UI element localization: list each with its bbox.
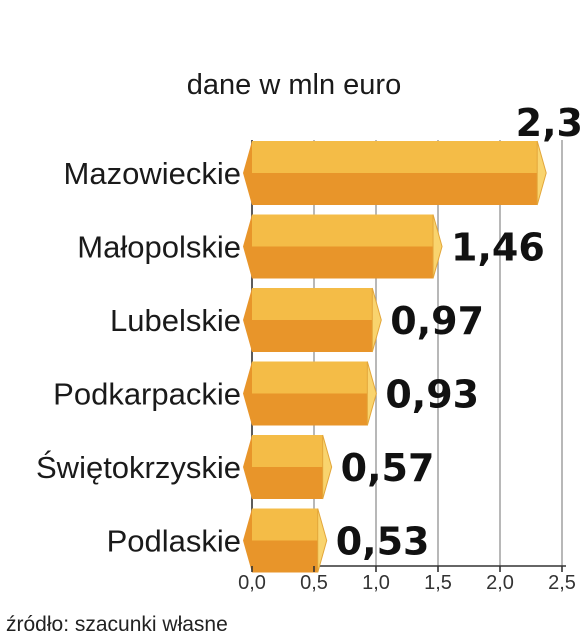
category-label: Małopolskie <box>77 230 241 265</box>
bar-end-cap <box>366 361 377 426</box>
category-label: Świętokrzyskie <box>36 449 241 485</box>
bar-end-cap <box>371 287 382 353</box>
bar-lower-face <box>252 467 323 499</box>
bar <box>243 361 377 426</box>
tick-label: 0,5 <box>300 572 328 594</box>
bar-upper-face <box>252 288 373 320</box>
bar <box>243 508 328 573</box>
bar-end-cap <box>432 214 443 279</box>
bar-lower-face <box>252 540 318 573</box>
bar-upper-face <box>252 361 368 394</box>
bar <box>243 214 443 279</box>
value-label: 1,46 <box>451 226 545 270</box>
bar-upper-face <box>252 435 323 467</box>
value-label: 2,3 <box>516 101 583 145</box>
bar <box>243 434 333 500</box>
bar-lower-face <box>252 393 368 426</box>
bars <box>243 140 547 573</box>
tick-label: 1,0 <box>362 572 390 594</box>
value-label: 0,57 <box>341 446 435 490</box>
bar-lower-face <box>252 320 373 352</box>
bar <box>243 287 382 353</box>
tick-label: 2,5 <box>548 572 576 594</box>
bar-left-bevel <box>243 508 252 573</box>
bar-end-cap <box>322 434 333 500</box>
tick-label: 2,0 <box>486 572 514 594</box>
bar-upper-face <box>252 214 434 247</box>
value-label: 0,97 <box>390 299 484 343</box>
bar-lower-face <box>252 173 538 205</box>
bar-left-bevel <box>243 361 252 426</box>
tick-label: 1,5 <box>424 572 452 594</box>
unit-label: dane w mln euro <box>187 69 401 101</box>
category-labels: Mazowieckie Małopolskie Lubelskie Podkarpac… <box>36 156 241 559</box>
value-label: 0,93 <box>385 373 479 417</box>
category-label: Lubelskie <box>110 303 241 338</box>
value-label: 0,53 <box>336 520 430 564</box>
bar-upper-face <box>252 508 318 541</box>
bar-end-cap <box>536 140 547 206</box>
x-axis: 0,0 0,5 1,0 1,5 2,0 2,5 <box>238 566 576 594</box>
tick-label: 0,0 <box>238 572 266 594</box>
bar-left-bevel <box>243 435 252 499</box>
bar-left-bevel <box>243 214 252 279</box>
bar-end-cap <box>317 508 328 573</box>
bar-lower-face <box>252 246 434 279</box>
bar-left-bevel <box>243 141 252 205</box>
bar-left-bevel <box>243 288 252 352</box>
bar-upper-face <box>252 141 538 173</box>
category-label: Mazowieckie <box>64 156 241 191</box>
source-note: źródło: szacunki własne <box>6 613 228 636</box>
value-labels: 2,3 1,46 0,97 0,93 0,57 0,53 <box>336 101 583 564</box>
bar <box>243 140 547 206</box>
category-label: Podlaskie <box>107 524 241 559</box>
category-label: Podkarpackie <box>53 377 241 412</box>
